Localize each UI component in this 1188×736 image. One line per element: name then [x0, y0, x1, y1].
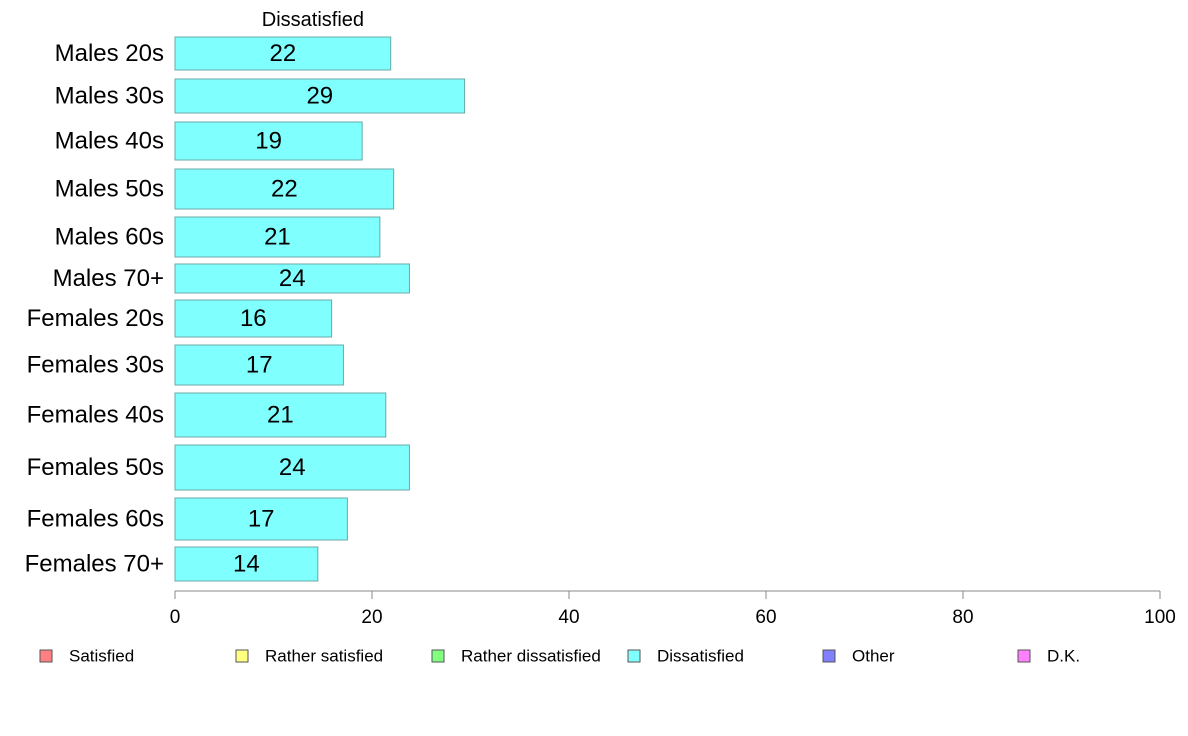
category-label: Females 40s — [27, 402, 164, 429]
x-tick-label: 60 — [755, 607, 776, 628]
bar — [174, 299, 333, 338]
category-label: Males 50s — [55, 176, 164, 203]
bar — [174, 263, 410, 294]
bar-value-label: 17 — [246, 352, 273, 379]
legend-swatch — [431, 649, 445, 663]
legend-swatch — [39, 649, 53, 663]
legend-label: Rather satisfied — [265, 647, 383, 666]
category-label: Males 60s — [55, 224, 164, 251]
legend-swatch — [1017, 649, 1031, 663]
legend-label: Satisfied — [69, 647, 134, 666]
bar — [174, 36, 392, 71]
category-label: Males 20s — [55, 40, 164, 67]
category-label: Females 50s — [27, 454, 164, 481]
bar-value-label: 16 — [240, 305, 267, 332]
bar-value-label: 24 — [279, 454, 306, 481]
category-label: Females 60s — [27, 506, 164, 533]
bar-value-label: 17 — [248, 506, 275, 533]
bar — [174, 546, 319, 582]
legend-label: Dissatisfied — [657, 647, 744, 666]
x-tick-label: 100 — [1144, 607, 1176, 628]
bar-value-label: 24 — [279, 265, 306, 292]
bar — [174, 392, 387, 438]
legend-label: Other — [852, 647, 895, 666]
x-tick-label: 40 — [558, 607, 579, 628]
legend-swatch — [822, 649, 836, 663]
chart-header: Dissatisfied — [262, 9, 364, 31]
category-label: Females 30s — [27, 352, 164, 379]
bar-value-label: 21 — [267, 402, 294, 429]
bar-value-label: 22 — [270, 40, 297, 67]
bar — [174, 216, 381, 258]
bar-value-label: 29 — [306, 83, 333, 110]
bar-value-label: 19 — [255, 128, 282, 155]
legend-swatch — [235, 649, 249, 663]
x-tick-label: 0 — [170, 607, 181, 628]
bar — [174, 444, 410, 491]
category-label: Females 70+ — [25, 551, 164, 578]
category-label: Females 20s — [27, 305, 164, 332]
bar — [174, 497, 348, 541]
bar — [174, 168, 395, 210]
bar-value-label: 21 — [264, 224, 291, 251]
x-tick-label: 20 — [361, 607, 382, 628]
legend-label: D.K. — [1047, 647, 1080, 666]
bar — [174, 344, 344, 386]
legend-label: Rather dissatisfied — [461, 647, 601, 666]
bar — [174, 121, 363, 161]
x-tick-label: 80 — [952, 607, 973, 628]
category-label: Males 70+ — [53, 265, 164, 292]
category-label: Males 40s — [55, 128, 164, 155]
legend-swatch — [627, 649, 641, 663]
bar-value-label: 14 — [233, 551, 260, 578]
bar — [174, 78, 466, 114]
category-label: Males 30s — [55, 83, 164, 110]
bar-value-label: 22 — [271, 176, 298, 203]
